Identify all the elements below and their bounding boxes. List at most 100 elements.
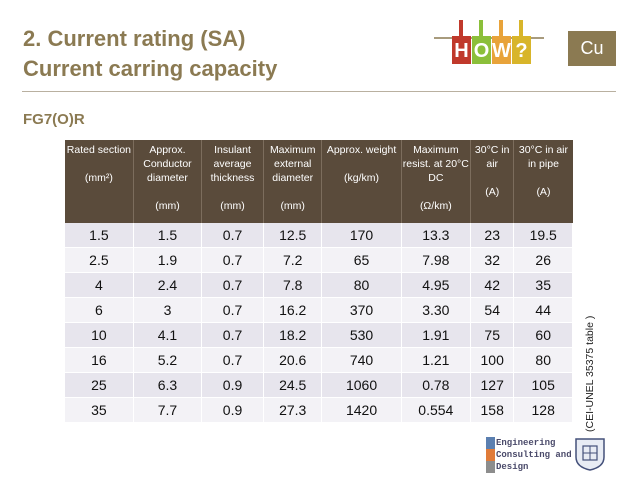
university-seal-icon xyxy=(575,438,605,471)
table-cell: 35 xyxy=(65,397,134,423)
table-cell: 1.91 xyxy=(401,322,472,348)
table-cell: 0.7 xyxy=(201,272,264,298)
column-header-unit: (A) xyxy=(536,186,551,198)
logo-line-2: Consulting and xyxy=(496,450,572,460)
table-cell: 3.30 xyxy=(401,297,472,323)
table-cell: 26 xyxy=(513,247,573,273)
table-body: 1.5 1.5 0.7 12.5 170 13.3 23 19.5 2.5 1.9 0.7 7.2 65… xyxy=(65,223,573,423)
logo-letter-box xyxy=(452,36,471,64)
table-row: 2.5 1.9 0.7 7.2 65 7.98 32 26 xyxy=(65,247,573,273)
logo-text: Engineering Consulting and Design xyxy=(496,437,572,473)
table-cell: 23 xyxy=(470,223,515,248)
table-cell: 19.5 xyxy=(513,223,573,248)
table-cell: 2.4 xyxy=(133,272,203,298)
standard-reference-note: (CEI-UNEL 35375 table ) xyxy=(584,315,596,432)
logo-letter-box xyxy=(472,36,491,64)
table-cell: 1.5 xyxy=(133,223,203,248)
column-header-unit: (A) xyxy=(485,186,500,198)
table-cell: 65 xyxy=(321,247,402,273)
table-cell: 0.7 xyxy=(201,322,264,348)
logo-letter: ? xyxy=(515,40,527,62)
table-cell: 0.7 xyxy=(201,223,264,248)
cable-type-subtitle: FG7(O)R xyxy=(23,111,85,128)
table-cell: 10 xyxy=(65,322,134,348)
logo-letter-box xyxy=(512,36,531,64)
table-cell: 0.7 xyxy=(201,347,264,373)
table-cell: 25 xyxy=(65,372,134,398)
column-header-unit: (mm) xyxy=(280,200,305,212)
table-cell: 80 xyxy=(513,347,573,373)
table-row: 10 4.1 0.7 18.2 530 1.91 75 60 xyxy=(65,322,573,348)
table-cell: 0.554 xyxy=(401,397,472,423)
column-header: Approx. weight (kg/km) xyxy=(321,140,402,223)
title-divider xyxy=(22,91,616,92)
table-row: 6 3 0.7 16.2 370 3.30 54 44 xyxy=(65,297,573,323)
table-cell: 530 xyxy=(321,322,402,348)
title-line-2: Current carring capacity xyxy=(23,56,278,81)
logo-bar-blue xyxy=(486,437,495,449)
table-cell: 0.9 xyxy=(201,397,264,423)
column-header: Maximum external diameter (mm) xyxy=(263,140,323,223)
logo-bar-orange xyxy=(486,449,495,461)
table-cell: 42 xyxy=(470,272,515,298)
column-header-unit: (mm²) xyxy=(84,172,113,184)
table-cell: 4.95 xyxy=(401,272,472,298)
table-cell: 80 xyxy=(321,272,402,298)
table-cell: 0.7 xyxy=(201,247,264,273)
table-cell: 6.3 xyxy=(133,372,203,398)
table-cell: 16.2 xyxy=(263,297,323,323)
how-logo: H O W? xyxy=(434,20,544,64)
table-cell: 1.21 xyxy=(401,347,472,373)
table-cell: 2.5 xyxy=(65,247,134,273)
table-cell: 60 xyxy=(513,322,573,348)
column-header: 30°C in air in pipe (A) xyxy=(513,140,573,223)
logo-post xyxy=(479,20,483,36)
table-cell: 18.2 xyxy=(263,322,323,348)
table-cell: 7.8 xyxy=(263,272,323,298)
logo-post xyxy=(499,20,503,36)
column-header-unit: (mm) xyxy=(155,200,180,212)
table-cell: 24.5 xyxy=(263,372,323,398)
table-cell: 127 xyxy=(470,372,515,398)
logo-letter: H xyxy=(454,40,468,62)
table-row: 4 2.4 0.7 7.8 80 4.95 42 35 xyxy=(65,272,573,298)
column-header-label: 30°C in air in pipe xyxy=(518,144,569,170)
table-cell: 13.3 xyxy=(401,223,472,248)
logo-letter-box xyxy=(492,36,511,64)
table-cell: 1.5 xyxy=(65,223,134,248)
column-header-label: Approx. weight xyxy=(326,144,397,156)
table-cell: 32 xyxy=(470,247,515,273)
table-row: 16 5.2 0.7 20.6 740 1.21 100 80 xyxy=(65,347,573,373)
table-cell: 105 xyxy=(513,372,573,398)
table-cell: 16 xyxy=(65,347,134,373)
column-header: Maximum resist. at 20°C DC (Ω/km) xyxy=(401,140,472,223)
logo-post xyxy=(519,20,523,36)
column-header-label: Rated section xyxy=(66,144,132,156)
column-header-label: 30°C in air xyxy=(474,144,510,170)
logo-letter: O xyxy=(474,40,490,62)
column-header: Approx. Conductor diameter (mm) xyxy=(133,140,203,223)
column-header-label: Approx. Conductor diameter xyxy=(143,144,192,184)
slide-title: 2. Current rating (SA) Current carring c… xyxy=(23,24,277,84)
logo-letter: W xyxy=(492,40,511,62)
column-header-label: Maximum external diameter xyxy=(269,144,316,184)
table-cell: 100 xyxy=(470,347,515,373)
table-cell: 1420 xyxy=(321,397,402,423)
table-cell: 158 xyxy=(470,397,515,423)
table-cell: 35 xyxy=(513,272,573,298)
column-header: 30°C in air (A) xyxy=(470,140,515,223)
table-cell: 5.2 xyxy=(133,347,203,373)
table-cell: 0.9 xyxy=(201,372,264,398)
table-row: 1.5 1.5 0.7 12.5 170 13.3 23 19.5 xyxy=(65,223,573,248)
logo-line-1: Engineering xyxy=(496,438,556,448)
table-cell: 6 xyxy=(65,297,134,323)
table-cell: 12.5 xyxy=(263,223,323,248)
column-header-unit: (mm) xyxy=(220,200,245,212)
column-header: Rated section (mm²) xyxy=(65,140,134,223)
table-cell: 0.78 xyxy=(401,372,472,398)
table-cell: 44 xyxy=(513,297,573,323)
table-cell: 75 xyxy=(470,322,515,348)
logo-bar-gray xyxy=(486,461,495,473)
table-cell: 0.7 xyxy=(201,297,264,323)
table-header-row: Rated section (mm²) Approx. Conductor diam… xyxy=(65,140,573,223)
